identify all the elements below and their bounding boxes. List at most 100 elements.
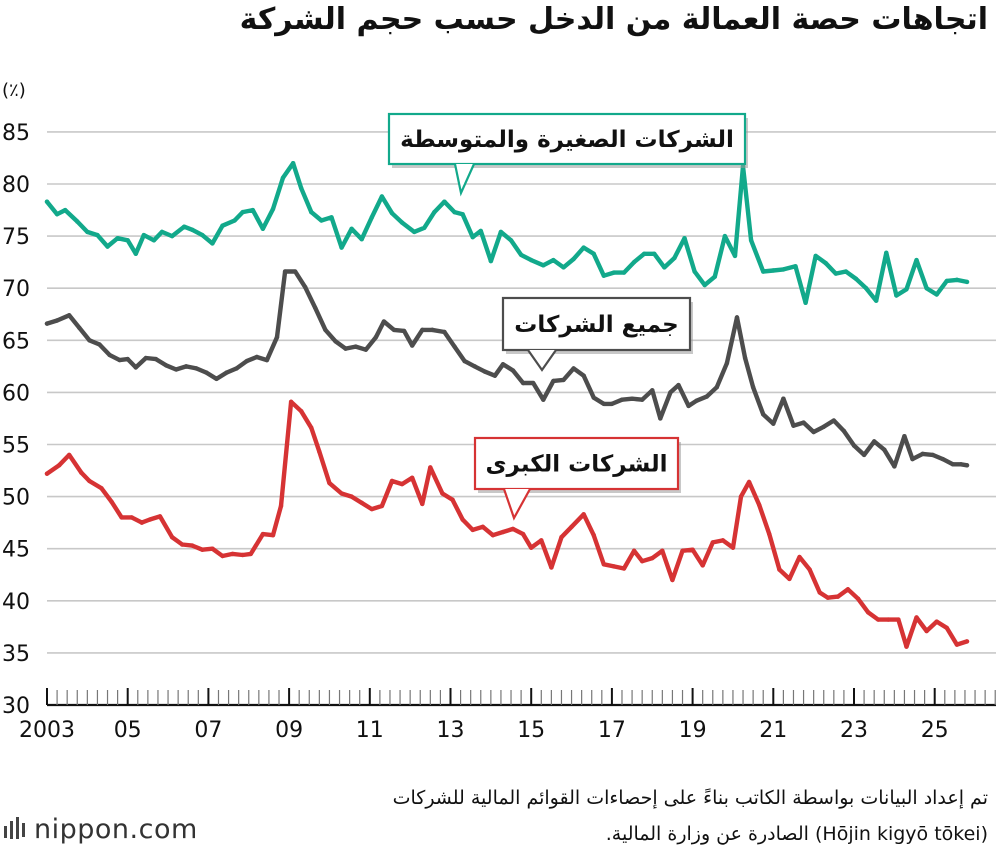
series-0-point xyxy=(399,220,405,225)
x-tick-label-23: 23 xyxy=(840,718,868,743)
series-2-point xyxy=(650,555,655,561)
series-2-point xyxy=(260,531,266,537)
series-2-point xyxy=(660,548,665,553)
series-1-point xyxy=(333,339,338,344)
series-2-point xyxy=(710,540,715,545)
series-1-point xyxy=(133,365,138,370)
series-2-point xyxy=(835,594,841,599)
series-1-point xyxy=(676,382,681,388)
series-2-point xyxy=(428,465,433,470)
series-2-point xyxy=(738,494,744,499)
series-1-point xyxy=(541,397,546,402)
series-1-point xyxy=(264,357,270,363)
chart-title: اتجاهات حصة العمالة من الدخل حسب حجم الش… xyxy=(239,2,988,37)
series-2-point xyxy=(490,532,496,538)
series-0-point xyxy=(478,228,483,234)
series-0-point xyxy=(793,264,798,269)
series-2-point xyxy=(964,639,970,644)
series-0-point xyxy=(823,260,828,266)
series-0-point xyxy=(470,234,475,240)
brand-logo[interactable]: nippon.com xyxy=(4,814,198,845)
series-2-point xyxy=(845,587,851,592)
brand-name: nippon.com xyxy=(34,814,198,845)
series-2-point xyxy=(157,514,163,519)
series-2-point xyxy=(896,617,901,622)
series-0-point xyxy=(280,175,286,180)
series-0-point xyxy=(200,232,205,238)
series-0-point xyxy=(803,300,808,305)
series-2-point xyxy=(359,500,364,506)
callout-pointer-fill xyxy=(504,489,530,518)
series-0-point xyxy=(771,268,776,273)
series-1-point xyxy=(430,327,435,333)
series-0-point xyxy=(692,269,697,274)
series-0-point xyxy=(873,298,879,303)
series-0-point xyxy=(884,250,889,255)
callout-label-1: جميع الشركات xyxy=(514,312,678,338)
series-1-point xyxy=(107,352,112,358)
series-0-point xyxy=(722,233,728,239)
y-tick-label-85: 85 xyxy=(2,121,30,146)
series-1-point xyxy=(750,384,756,390)
series-1-point xyxy=(224,370,229,375)
series-1-point xyxy=(811,429,816,435)
series-2-point xyxy=(109,499,114,505)
x-tick-label-2003: 2003 xyxy=(19,718,75,743)
series-2-point xyxy=(855,596,861,601)
series-0-point xyxy=(62,207,68,213)
series-2-point xyxy=(720,538,726,543)
series-1-point xyxy=(581,373,586,378)
series-0-point xyxy=(732,253,738,259)
series-0-point xyxy=(843,269,849,274)
series-2-point xyxy=(886,617,891,622)
callout-label-2: الشركات الكبرى xyxy=(485,452,667,478)
series-2-point xyxy=(700,563,705,568)
series-1-point xyxy=(861,452,867,458)
series-1-point xyxy=(841,428,847,434)
series-2-point xyxy=(87,478,92,484)
series-0-point xyxy=(488,258,494,264)
series-1-point xyxy=(472,364,477,369)
series-0-point xyxy=(601,273,607,278)
series-1-point xyxy=(601,401,607,407)
series-2-point xyxy=(934,619,939,624)
series-2-point xyxy=(44,471,50,476)
series-1-point xyxy=(323,327,328,333)
series-0-point xyxy=(329,215,334,220)
series-0-point xyxy=(190,227,195,233)
grid-lines xyxy=(47,131,996,654)
x-tick-label-17: 17 xyxy=(598,718,626,743)
series-0-point xyxy=(125,238,130,243)
series-1-point xyxy=(303,284,308,290)
series-2-point xyxy=(621,566,627,571)
series-2-point xyxy=(924,628,929,634)
series-1-point xyxy=(561,377,566,383)
series-0-point xyxy=(682,235,687,241)
callout-pointer xyxy=(453,163,476,197)
series-2-point xyxy=(680,548,685,553)
series-0-point xyxy=(781,267,786,272)
series-0-point xyxy=(924,286,929,291)
series-1-point xyxy=(791,423,796,428)
series-1-point xyxy=(409,343,415,348)
series-1-point xyxy=(724,361,730,366)
series-0-point xyxy=(411,229,417,235)
series-0-point xyxy=(561,265,566,270)
series-2-point xyxy=(317,449,322,454)
series-0-point xyxy=(712,274,717,279)
series-0-point xyxy=(85,229,90,235)
y-axis-unit-label: (٪) xyxy=(2,80,26,101)
y-tick-label-50: 50 xyxy=(2,486,30,511)
series-2-point xyxy=(389,478,395,484)
series-0-point xyxy=(270,206,276,212)
series-0-point xyxy=(611,270,617,275)
y-tick-label-30: 30 xyxy=(2,694,30,719)
series-1-point xyxy=(462,358,467,364)
series-1-point xyxy=(801,420,806,425)
series-2-point xyxy=(817,590,822,595)
series-0-point xyxy=(339,245,344,250)
series-2-point xyxy=(240,552,245,558)
series-1-point xyxy=(882,447,887,452)
series-1-point xyxy=(930,452,935,458)
series-0-point xyxy=(702,282,707,288)
